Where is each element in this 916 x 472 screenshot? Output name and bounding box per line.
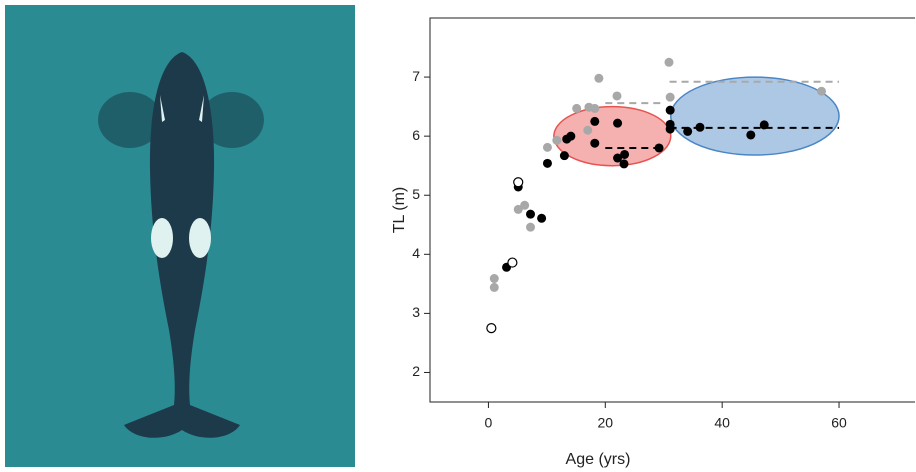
- figure: TL (m) Age (yrs) 2 3 4 5 6 7 0 20 40 60: [0, 0, 916, 472]
- photo: [5, 5, 355, 467]
- data-point: [817, 87, 826, 96]
- chart: TL (m) Age (yrs) 2 3 4 5 6 7 0 20 40 60: [391, 18, 915, 468]
- y-tick-label: 7: [412, 68, 420, 84]
- data-point: [620, 159, 629, 168]
- white-patch: [151, 218, 173, 258]
- y-tick-label: 6: [412, 127, 420, 143]
- y-tick-label: 5: [412, 186, 420, 202]
- y-tick-label: 3: [412, 304, 420, 320]
- data-point: [683, 127, 692, 136]
- data-point: [695, 123, 704, 132]
- plot-frame: [430, 18, 915, 402]
- data-point: [746, 130, 755, 139]
- data-point: [520, 201, 529, 210]
- data-point: [760, 120, 769, 129]
- y-tick-label: 4: [412, 245, 420, 261]
- y-tick-label: 2: [412, 363, 420, 379]
- data-point: [572, 104, 581, 113]
- data-point: [514, 178, 523, 187]
- data-point: [664, 58, 673, 67]
- data-point: [490, 274, 499, 283]
- data-point: [583, 126, 592, 135]
- data-point: [590, 139, 599, 148]
- data-point: [526, 223, 535, 232]
- data-point: [543, 143, 552, 152]
- data-point: [612, 91, 621, 100]
- x-tick-label: 60: [831, 415, 847, 431]
- data-point: [613, 119, 622, 128]
- data-point: [620, 150, 629, 159]
- data-point: [566, 132, 575, 141]
- x-tick-label: 0: [485, 415, 493, 431]
- data-point: [543, 159, 552, 168]
- group-ellipse: [671, 77, 839, 155]
- white-patch: [189, 218, 211, 258]
- data-point: [590, 104, 599, 113]
- data-point: [490, 283, 499, 292]
- data-point: [594, 74, 603, 83]
- x-tick-label: 20: [598, 415, 614, 431]
- x-axis-label: Age (yrs): [566, 451, 631, 468]
- y-axis-label: TL (m): [391, 187, 408, 234]
- data-point: [526, 210, 535, 219]
- data-point: [560, 151, 569, 160]
- data-point: [655, 143, 664, 152]
- data-point: [552, 136, 561, 145]
- x-tick-label: 40: [714, 415, 730, 431]
- data-point: [666, 125, 675, 134]
- data-point: [487, 324, 496, 333]
- data-point: [666, 93, 675, 102]
- data-point: [537, 214, 546, 223]
- data-point: [508, 258, 517, 267]
- data-point: [666, 106, 675, 115]
- data-point: [590, 117, 599, 126]
